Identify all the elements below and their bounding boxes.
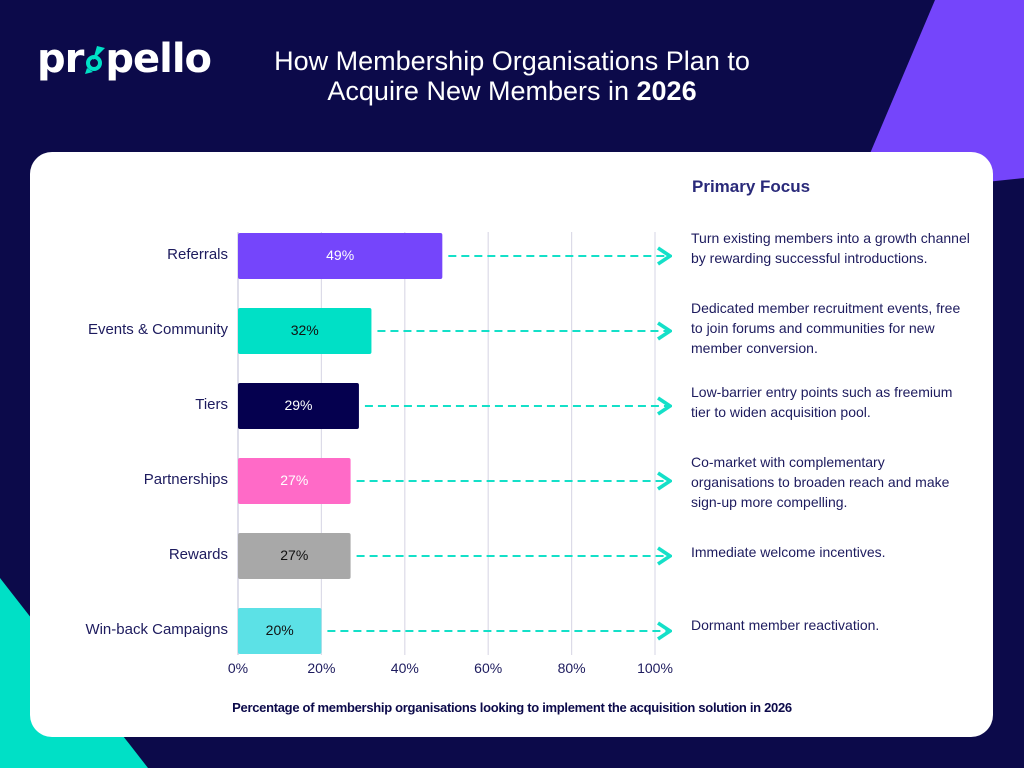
primary-focus-heading: Primary Focus bbox=[692, 177, 811, 196]
bar-value-label: 32% bbox=[290, 322, 319, 338]
x-axis-label: Percentage of membership organisations l… bbox=[232, 700, 792, 715]
bar-value-label: 29% bbox=[284, 397, 313, 413]
x-tick-label: 0% bbox=[227, 660, 249, 676]
bar bbox=[238, 233, 443, 279]
primary-focus-description: Dormant member reactivation. bbox=[691, 617, 880, 633]
category-label: Win-back Campaigns bbox=[85, 621, 228, 638]
bar bbox=[238, 533, 351, 579]
bar bbox=[238, 383, 359, 429]
bar bbox=[238, 608, 322, 654]
primary-focus-description: Low-barrier entry points such as freemiu… bbox=[691, 384, 953, 420]
x-tick-label: 100% bbox=[637, 660, 673, 676]
x-tick-label: 20% bbox=[307, 660, 336, 676]
bar-value-label: 27% bbox=[280, 472, 309, 488]
chart-card bbox=[30, 152, 993, 737]
primary-focus-description: Turn existing members into a growth chan… bbox=[691, 230, 970, 266]
propello-logo: pr pello bbox=[37, 36, 212, 82]
bar bbox=[238, 308, 372, 354]
title-line-2-text: Acquire New Members in bbox=[327, 76, 637, 106]
title-line-1: How Membership Organisations Plan to bbox=[274, 46, 750, 76]
title-year: 2026 bbox=[636, 76, 697, 106]
category-label: Partnerships bbox=[143, 471, 228, 488]
primary-focus-description: Immediate welcome incentives. bbox=[691, 544, 886, 560]
category-label: Tiers bbox=[195, 396, 228, 413]
purple-triangle bbox=[852, 0, 1024, 196]
category-label: Rewards bbox=[168, 546, 228, 563]
page-title: How Membership Organisations Plan to Acq… bbox=[200, 46, 824, 106]
bar-value-label: 20% bbox=[265, 622, 294, 638]
x-tick-label: 60% bbox=[474, 660, 503, 676]
title-line-2: Acquire New Members in 2026 bbox=[200, 76, 824, 106]
bar bbox=[238, 458, 351, 504]
bar-value-label: 27% bbox=[280, 547, 309, 563]
bar-value-label: 49% bbox=[326, 247, 355, 263]
x-tick-label: 40% bbox=[390, 660, 419, 676]
category-label: Referrals bbox=[167, 246, 228, 263]
primary-focus-description: Dedicated member recruitment events, fre… bbox=[691, 300, 961, 356]
primary-focus-description: Co-market with complementary organisatio… bbox=[691, 454, 950, 510]
category-label: Events & Community bbox=[87, 321, 228, 338]
x-tick-label: 80% bbox=[557, 660, 586, 676]
